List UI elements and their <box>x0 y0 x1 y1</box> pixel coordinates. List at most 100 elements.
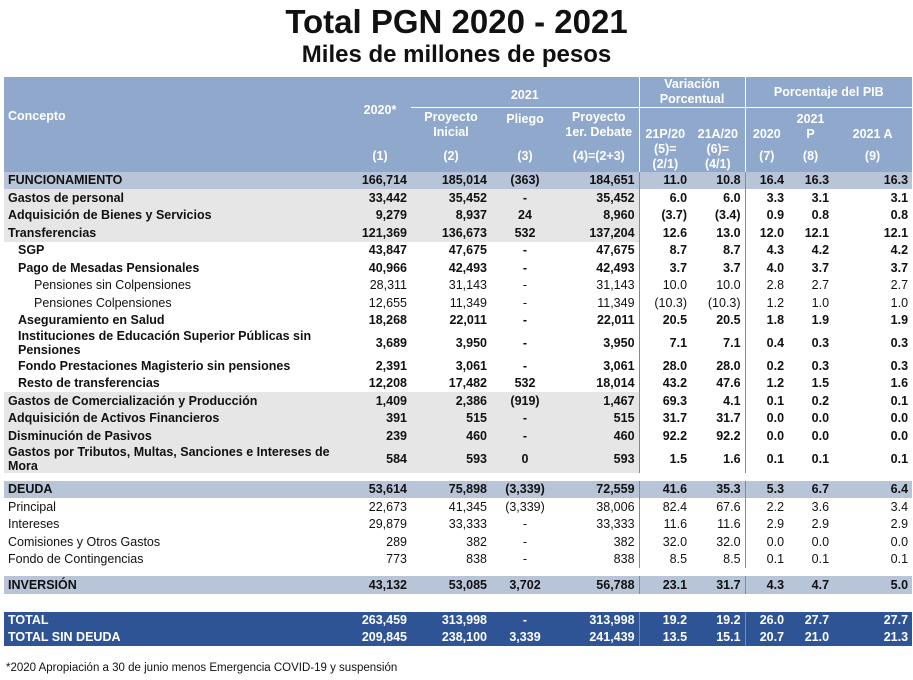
value-proyecto-inicial: 238,100 <box>411 628 491 646</box>
value-pib-2020: 2.9 <box>744 515 789 533</box>
table-row: Pensiones sin Colpensiones 28,311 31,143 - 3… <box>4 276 912 294</box>
row-label: Fondo de Contingencias <box>8 552 144 567</box>
header-n3: (3) <box>491 141 559 172</box>
value-pib-2021p: 2.7 <box>811 278 830 293</box>
value-2020: 3,689 <box>375 336 407 350</box>
row-label: Adquisición de Activos Financieros <box>4 409 349 427</box>
value-pib-2020: 26.0 <box>744 611 789 629</box>
row-label: Adquisición de Bienes y Servicios <box>4 206 349 224</box>
value-proyecto-debate: 3,950 <box>603 336 635 350</box>
value-var-21a-20: 10.0 <box>716 278 741 293</box>
value-pib-2020: 1.2 <box>744 294 789 312</box>
table-row: Instituciones de Educación Superior Públ… <box>4 329 912 357</box>
header-proyecto-debate: Proyecto 1er. Debate <box>559 107 640 142</box>
table-row: Principal 22,673 41,345 (3,339) 38,006 82.4 67… <box>4 498 912 516</box>
value-proyecto-debate: 11,349 <box>597 295 635 310</box>
header-21p-20: 21P/20 <box>638 107 692 142</box>
row-label: Resto de transferencias <box>18 376 160 391</box>
value-proyecto-debate: 22,011 <box>596 313 635 328</box>
value-2020: 28,311 <box>369 278 407 293</box>
row-label: Gastos de personal <box>4 189 349 207</box>
value-pib-2021a: 1.6 <box>890 376 909 391</box>
value-2020: 1,409 <box>349 392 411 410</box>
value-var-21a-20: 11.6 <box>717 517 741 532</box>
value-pib-2020: 0.0 <box>744 409 789 427</box>
value-2020: 18,268 <box>368 313 407 328</box>
value-pib-2021p: 1.5 <box>811 376 830 391</box>
value-proyecto-inicial: 2,386 <box>411 392 491 410</box>
value-pib-2020: 3.3 <box>744 189 789 207</box>
value-proyecto-debate: 35,452 <box>559 189 640 207</box>
value-var-21a-20: 32.0 <box>716 534 741 549</box>
value-var-21p-20: 28.0 <box>638 357 692 375</box>
value-var-21a-20: 31.7 <box>691 576 746 594</box>
value-var-21p-20: 69.3 <box>638 392 692 410</box>
value-proyecto-inicial: 515 <box>411 409 491 427</box>
value-var-21p-20: (3.7) <box>638 206 692 224</box>
value-proyecto-inicial: 33,333 <box>448 517 487 532</box>
row-label: TOTAL <box>4 611 349 629</box>
value-var-21a-20: 8.7 <box>723 243 741 258</box>
value-pliego: 3,702 <box>491 576 559 594</box>
value-pib-2020: 0.2 <box>744 357 789 375</box>
value-pib-2021a: 0.3 <box>890 358 909 373</box>
value-var-21p-20: 8.5 <box>638 550 692 568</box>
header-n8: (8) <box>788 141 834 172</box>
value-proyecto-debate: 515 <box>559 409 640 427</box>
header-pliego: Pliego <box>491 107 559 142</box>
value-pib-2021p: 27.7 <box>788 611 834 629</box>
value-proyecto-debate: 72,559 <box>559 480 640 498</box>
value-var-21a-20: 8.5 <box>723 552 741 567</box>
value-proyecto-debate: 47,675 <box>596 243 635 258</box>
spacer-row <box>4 593 913 612</box>
value-var-21a-20: 92.2 <box>691 427 746 445</box>
value-var-21p-20: 20.5 <box>638 311 692 329</box>
value-var-21p-20: 13.5 <box>638 628 692 646</box>
table-row: Adquisición de Bienes y Servicios 9,279 8,… <box>4 206 913 224</box>
row-label: Gastos de Comercialización y Producción <box>4 392 349 410</box>
value-var-21a-20: 6.0 <box>691 189 746 207</box>
table-row: FUNCIONAMIENTO 166,714 185,014 (363) 184,651… <box>4 171 913 189</box>
header-n2: (2) <box>411 141 491 172</box>
value-var-21p-20: 3.7 <box>638 259 692 277</box>
value-pib-2021p: 12.1 <box>788 224 834 242</box>
header-2021: 2021 <box>411 77 640 108</box>
value-2020: 289 <box>386 534 407 549</box>
value-pib-2021p: 21.0 <box>788 628 834 646</box>
value-var-21p-20: 32.0 <box>638 533 692 551</box>
value-var-21p-20: 92.2 <box>638 427 692 445</box>
value-2020: 22,673 <box>368 499 407 514</box>
value-proyecto-inicial: 11,349 <box>449 295 487 310</box>
value-2020: 43,847 <box>368 243 407 258</box>
value-var-21p-20: 43.2 <box>638 374 692 392</box>
value-proyecto-debate: 31,143 <box>596 278 635 293</box>
row-label: INVERSIÓN <box>4 576 349 594</box>
value-proyecto-debate: 8,960 <box>559 206 640 224</box>
value-var-21p-20: 11.0 <box>638 171 692 189</box>
value-pib-2020: 2.8 <box>744 276 789 294</box>
header-pib-2021a: 2021 A <box>833 107 913 142</box>
value-2020: 29,879 <box>368 517 407 532</box>
table-body: FUNCIONAMIENTO 166,714 185,014 (363) 184,651… <box>4 171 913 646</box>
value-pliego: - <box>522 517 528 532</box>
value-proyecto-inicial: 17,482 <box>448 376 487 391</box>
value-proyecto-inicial: 47,675 <box>448 243 487 258</box>
value-var-21a-20: (3.4) <box>691 206 746 224</box>
value-var-21a-20: 15.1 <box>691 628 746 646</box>
header-porcentaje-pib: Porcentaje del PIB <box>744 77 913 108</box>
value-2020: 166,714 <box>349 171 411 189</box>
value-pib-2021p: 0.1 <box>811 552 830 567</box>
value-pliego: - <box>522 313 528 328</box>
value-pib-2020: 1.2 <box>744 374 789 392</box>
value-var-21p-20: 1.5 <box>638 444 692 473</box>
table-row: DEUDA 53,614 75,898 (3,339) 72,559 41.6 35.3 5.… <box>4 480 913 498</box>
value-proyecto-inicial: 8,937 <box>411 206 491 224</box>
header-variacion: Variación Porcentual <box>638 77 746 108</box>
table-row: Gastos de personal 33,442 35,452-35,452 6.0… <box>4 189 913 207</box>
spacer-row <box>4 568 913 576</box>
value-var-21p-20: 6.0 <box>638 189 692 207</box>
value-proyecto-inicial: 75,898 <box>411 480 491 498</box>
value-2020: 209,845 <box>349 628 411 646</box>
table-row: Fondo de Contingencias 773 838-838 8.5 8.5 0.… <box>4 550 912 568</box>
value-pib-2021a: 27.7 <box>833 611 913 629</box>
